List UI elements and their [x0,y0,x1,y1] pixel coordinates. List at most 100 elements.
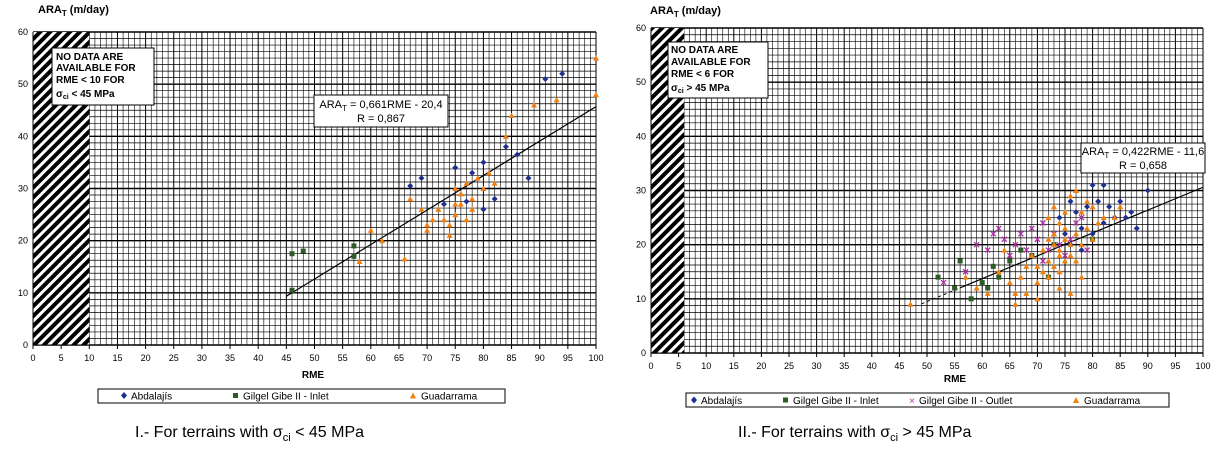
data-point-triangle [593,91,599,98]
data-point-triangle [1056,285,1063,291]
data-point-triangle [446,222,453,228]
data-point-triangle [1034,279,1041,286]
data-point-triangle [1012,301,1019,307]
legend-label: Abdalajís [701,396,742,407]
data-point-triangle [1062,209,1068,215]
trendline-fit [286,106,597,297]
y-tick-label: 60 [636,23,646,33]
data-point-triangle [1056,268,1063,275]
data-point-square [985,285,991,291]
x-tick-label: 55 [338,353,348,363]
chart-1: 0 5 10 15 20 25 30 35 40 45 50 55 60 65 70 75 80 85 90 95 10… [0,0,610,410]
x-tick-label: 100 [588,353,603,363]
caption-1: I.- For terrains with σci < 45 MPa [135,424,364,444]
legend-label: Gilgel Gibe II - Inlet [243,392,329,403]
chart-1-axes: 0 5 10 15 20 25 30 35 40 45 50 55 60 65 70 75 80 85 90 95 10… [18,27,604,363]
data-point-triangle [1023,290,1030,296]
legend-item-gilgel-inlet: Gilgel Gibe II - Inlet [233,392,329,403]
data-point-diamond [1089,182,1096,189]
data-point-square [289,251,295,257]
x-tick-label: 45 [281,353,291,363]
data-point-x [1073,220,1079,226]
data-point-diamond [1117,198,1124,205]
caption-2-sigma: σ [880,424,891,441]
legend-marker-square [233,393,238,398]
chart-2-x-axis-title: RME [944,374,967,385]
x-tick-label: 30 [197,353,207,363]
data-point-diamond [1106,203,1113,210]
x-tick-label: 25 [169,353,179,363]
legend-item-abdalajis: Abdalajís [121,392,172,403]
trendline-extrapolated [921,287,961,305]
data-point-triangle [463,180,470,186]
data-point-triangle [1067,192,1074,199]
x-tick-label: 65 [1005,361,1015,371]
data-point-diamond [542,75,549,82]
data-point-triangle [418,206,425,212]
x-tick-label: 75 [1060,361,1070,371]
data-point-triangle [1084,198,1091,204]
data-point-diamond [1128,209,1135,216]
x-tick-label: 25 [784,361,794,371]
data-point-triangle [446,232,453,238]
data-point-diamond [480,159,487,166]
y-tick-label: 40 [636,131,646,141]
data-point-x [1039,220,1046,226]
chart-1-note-line-3: RME < 10 FOR [56,75,125,86]
y-tick-label: 60 [18,27,28,37]
data-point-triangle [1028,252,1035,258]
data-point-triangle [1045,274,1052,280]
data-point-x [1084,247,1091,254]
x-tick-label: 20 [756,361,766,371]
legend-label: Gilgel Gibe II - Inlet [793,396,879,407]
legend-item-abdalajis: Abdalajís [691,396,742,407]
data-point-x [1001,236,1008,243]
legend-marker-square [783,397,788,403]
data-point-triangle [401,255,408,262]
data-point-triangle [508,112,515,118]
data-point-diamond [491,195,498,202]
legend-marker-diamond [121,392,127,399]
data-point-square [351,243,357,249]
x-tick-label: 5 [676,361,681,371]
caption-2: II.- For terrains with σci > 45 MPa [738,424,971,444]
x-tick-label: 35 [839,361,849,371]
x-tick-label: 20 [141,353,151,363]
data-point-square [289,287,295,293]
y-tick-label: 50 [636,77,646,87]
data-point-square [968,296,974,302]
data-point-triangle [407,195,414,202]
x-tick-label: 60 [977,361,987,371]
data-point-square [1018,247,1024,253]
x-tick-label: 95 [563,353,573,363]
data-point-square [996,274,1002,280]
caption-2-prefix: II.- For terrains with [738,424,881,441]
x-tick-label: 60 [366,353,376,363]
y-tick-label: 0 [23,340,28,350]
trendline-fit [959,186,1204,289]
data-point-triangle [452,211,459,218]
legend-label: Gilgel Gibe II - Outlet [919,396,1013,407]
data-point-triangle [1023,263,1030,269]
data-point-diamond [1078,247,1085,254]
x-tick-label: 75 [450,353,460,363]
data-point-triangle [502,133,509,139]
x-tick-label: 90 [1143,361,1153,371]
x-tick-label: 85 [1115,361,1125,371]
chart-2-note-line-3: RME < 6 FOR [671,69,735,80]
chart-1-equation: ARAT = 0,661RME - 20,4 [319,99,442,113]
legend-item-guadarrama: Guadarrama [410,392,478,403]
data-point-triangle [1062,225,1068,231]
data-point-diamond [440,201,447,208]
data-point-x [995,225,1002,232]
data-point-x [973,241,980,248]
data-point-triangle [995,268,1002,275]
data-point-triangle [907,301,914,307]
data-point-triangle [1045,236,1052,242]
data-point-triangle [463,216,470,223]
caption-1-sigma: σ [272,424,283,441]
x-tick-label: 100 [1195,361,1210,371]
data-point-triangle [435,206,442,212]
data-point-x [1012,241,1019,248]
data-point-triangle [491,180,498,186]
